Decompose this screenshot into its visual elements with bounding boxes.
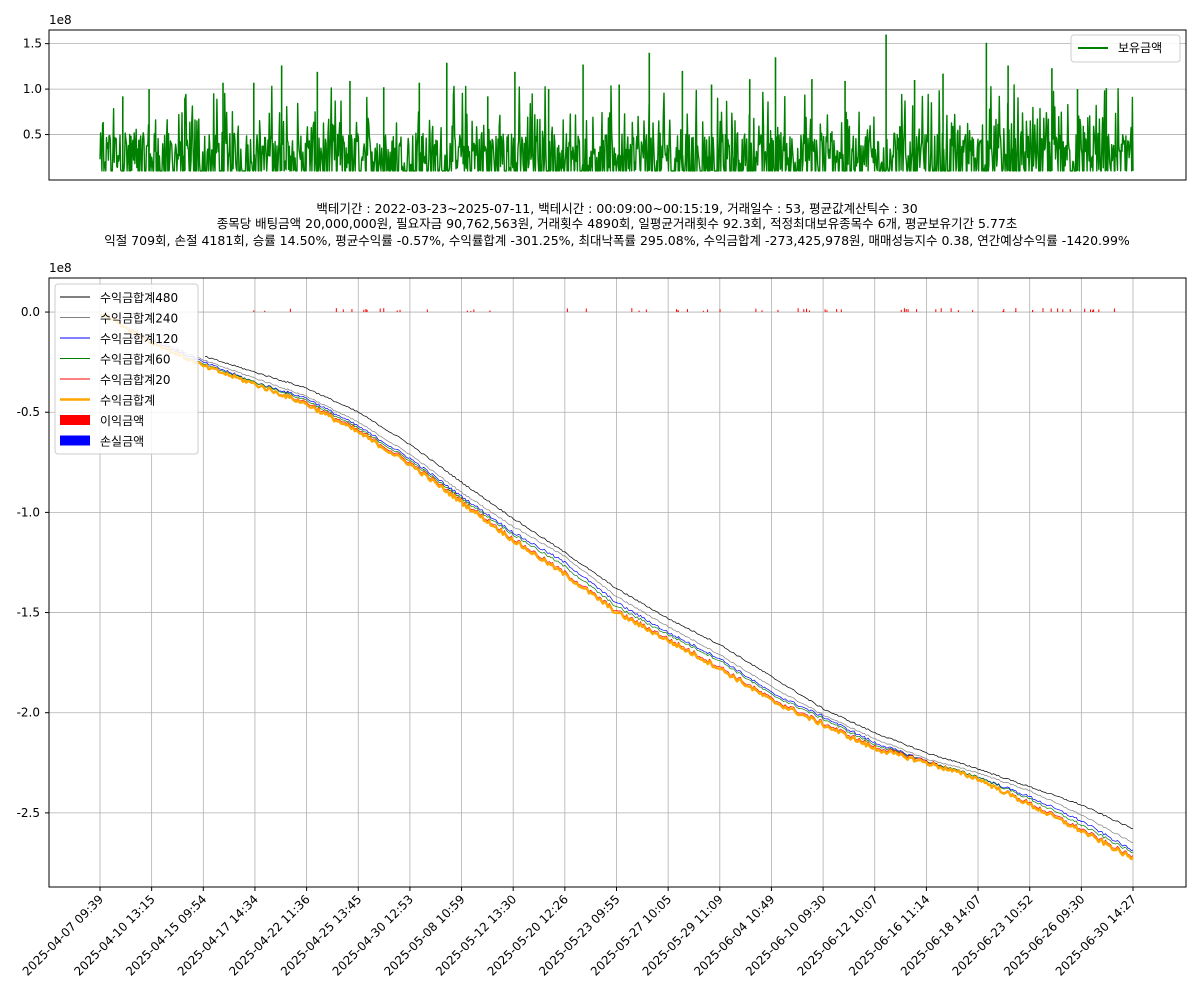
holding-amount-y-tick-label: 1.5 (23, 37, 42, 51)
holding-amount-panel: 0.5 1.0 1.5 1e8 보유금액 (23, 13, 1187, 181)
backtest-summary: 백테기간 : 2022-03-23~2025-07-11, 백테시간 : 00:… (104, 201, 1130, 248)
series-line-60 (113, 319, 1134, 853)
holding-amount-y-tick-label: 1.0 (23, 82, 42, 96)
profit-sum-frame (48, 277, 1187, 888)
holding-amount-offset-text: 1e8 (49, 13, 72, 27)
holding-amount-series (99, 34, 1134, 172)
legend-label: 수익금합계480 (100, 291, 178, 305)
series-line-0 (99, 313, 1134, 861)
profit-sum-y-tick-label: -1.5 (17, 606, 40, 620)
profit-sum-y-tick-label: -0.5 (17, 405, 40, 419)
profit-sum-panel: 0.0 -0.5 -1.0 -1.5 -2.0 -2.5 2025-04-07 09:39… (17, 261, 1187, 979)
holding-amount-y-ticks: 0.5 1.0 1.5 (23, 37, 49, 142)
profit-sum-y-tick-label: -2.0 (17, 706, 40, 720)
summary-line-3: 익절 709회, 손절 4181회, 승률 14.50%, 평균수익률 -0.5… (104, 233, 1130, 248)
holding-amount-line (99, 84, 1134, 172)
series-line-240 (153, 338, 1134, 843)
legend-label: 수익금합계240 (100, 312, 178, 326)
holding-amount-legend-label: 보유금액 (1118, 41, 1162, 55)
legend-swatch (60, 415, 90, 425)
profit-sum-y-tick-label: -1.0 (17, 505, 40, 519)
profit-sum-y-ticks: 0.0 -0.5 -1.0 -1.5 -2.0 -2.5 (17, 305, 49, 820)
holding-amount-legend: 보유금액 (1070, 34, 1181, 63)
profit-sum-legend-box (54, 283, 199, 455)
legend-label: 손실금액 (100, 435, 144, 449)
profit-sum-axes (49, 278, 1186, 887)
legend-label: 수익금합계 (100, 394, 155, 408)
legend-label: 이익금액 (100, 414, 144, 428)
profit-sum-y-tick-label: -2.5 (17, 806, 40, 820)
profit-sum-offset-text: 1e8 (49, 261, 72, 275)
summary-line-1: 백테기간 : 2022-03-23~2025-07-11, 백테시간 : 00:… (316, 201, 917, 216)
holding-amount-legend-box (1070, 34, 1181, 63)
legend-swatch (60, 435, 90, 446)
profit-sum-series (99, 313, 1134, 861)
holding-amount-y-tick-label: 0.5 (23, 128, 42, 142)
summary-line-2: 종목당 배팅금액 20,000,000원, 필요자금 90,762,563원, … (217, 216, 1018, 231)
profit-sum-grid (49, 278, 1186, 887)
legend-label: 수익금합계120 (100, 332, 178, 346)
profit-sum-legend: 수익금합계480 수익금합계240 수익금합계120 수익금합계60 수익금합계20 수익… (54, 283, 199, 455)
profit-loss-bars (253, 308, 1115, 313)
profit-sum-y-tick-label: 0.0 (21, 305, 40, 319)
holding-amount-frame (48, 29, 1187, 181)
legend-label: 수익금합계20 (100, 373, 170, 387)
legend-label: 수익금합계60 (100, 353, 170, 367)
series-line-480 (205, 356, 1134, 829)
